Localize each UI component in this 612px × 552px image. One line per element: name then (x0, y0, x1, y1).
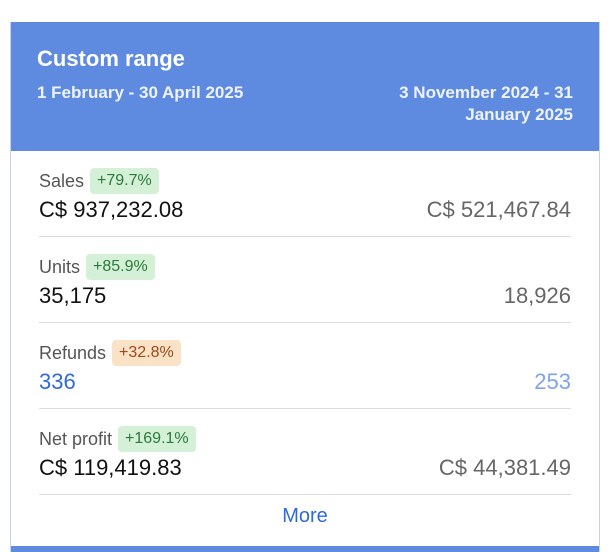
compare-value: C$ 44,381.49 (438, 455, 571, 480)
change-badge: +85.9% (86, 254, 155, 280)
refunds-current-link[interactable]: 336 (39, 369, 76, 394)
metric-label: Net profit (39, 428, 113, 449)
metric-refunds: Refunds +32.8% 336 253 (39, 323, 571, 409)
card-header: Custom range 1 February - 30 April 2025 … (11, 22, 599, 151)
metric-sales: Sales +79.7% C$ 937,232.08 C$ 521,467.84 (39, 151, 571, 237)
refunds-compare-link[interactable]: 253 (534, 369, 571, 394)
metrics-card: Custom range 1 February - 30 April 2025 … (10, 22, 600, 552)
metrics-list: Sales +79.7% C$ 937,232.08 C$ 521,467.84… (11, 151, 599, 531)
metric-label: Sales (39, 170, 85, 191)
range-title: Custom range (37, 46, 185, 71)
metric-label: Refunds (39, 342, 107, 363)
more-link[interactable]: More (282, 505, 328, 527)
current-value: 35,175 (39, 283, 107, 308)
compare-value: C$ 521,467.84 (426, 197, 571, 222)
current-value: C$ 937,232.08 (39, 197, 184, 222)
metric-label: Units (39, 256, 81, 277)
metric-units: Units +85.9% 35,175 18,926 (39, 237, 571, 323)
bottom-accent-bar (11, 546, 599, 552)
compare-value: 18,926 (503, 283, 571, 308)
compare-period: 3 November 2024 - 31 January 2025 (399, 83, 573, 124)
current-value: C$ 119,419.83 (39, 455, 182, 480)
current-period: 1 February - 30 April 2025 (37, 83, 244, 102)
change-badge: +79.7% (90, 168, 159, 194)
change-badge: +169.1% (118, 426, 196, 452)
metric-net-profit: Net profit +169.1% C$ 119,419.83 C$ 44,3… (39, 409, 571, 495)
change-badge: +32.8% (112, 340, 181, 366)
period-row: 1 February - 30 April 2025 3 November 20… (37, 82, 573, 126)
